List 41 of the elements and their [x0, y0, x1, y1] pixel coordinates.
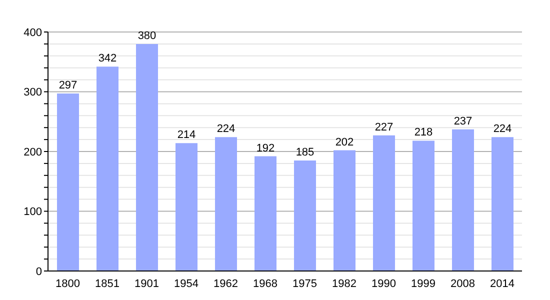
data-label: 342: [98, 52, 117, 65]
bar: [412, 140, 434, 271]
x-tick-label: 1990: [372, 278, 396, 290]
y-tick-label: 300: [24, 86, 42, 99]
x-tick-label: 1982: [332, 278, 356, 290]
x-tick-label: 1851: [95, 278, 120, 290]
data-label: 185: [296, 146, 314, 158]
x-tick-label: 1901: [134, 278, 159, 290]
bar: [176, 143, 198, 271]
x-tick-label: 1975: [292, 278, 317, 290]
x-tick-label: 2008: [450, 278, 475, 290]
data-label: 202: [335, 136, 354, 148]
data-label: 237: [454, 115, 472, 128]
data-label: 214: [177, 129, 196, 142]
bar: [96, 66, 118, 271]
data-label: 297: [58, 80, 78, 92]
y-tick-label: 100: [24, 206, 42, 218]
data-label: 224: [216, 123, 236, 136]
x-tick-label: 1968: [253, 278, 278, 290]
x-tick-label: 1999: [411, 278, 436, 290]
x-tick-label: 1954: [174, 278, 198, 290]
bar: [373, 135, 395, 271]
y-tick-label: 400: [24, 26, 42, 39]
bar: [334, 150, 356, 271]
bar: [215, 137, 237, 271]
y-tick-label: 0: [36, 266, 42, 278]
bar: [294, 160, 316, 271]
bar: [254, 156, 276, 271]
data-label: 224: [493, 123, 512, 136]
x-tick-label: 2014: [490, 278, 514, 290]
bar: [57, 94, 79, 271]
data-label: 380: [138, 30, 156, 42]
y-tick-label: 200: [24, 146, 42, 158]
data-label: 227: [374, 121, 394, 134]
data-label: 218: [414, 126, 433, 139]
bar: [492, 137, 514, 271]
data-label: 192: [256, 142, 275, 154]
x-tick-label: 1962: [214, 278, 238, 290]
bar: [136, 44, 158, 271]
bar: [452, 129, 474, 271]
x-tick-label: 1800: [56, 278, 80, 290]
